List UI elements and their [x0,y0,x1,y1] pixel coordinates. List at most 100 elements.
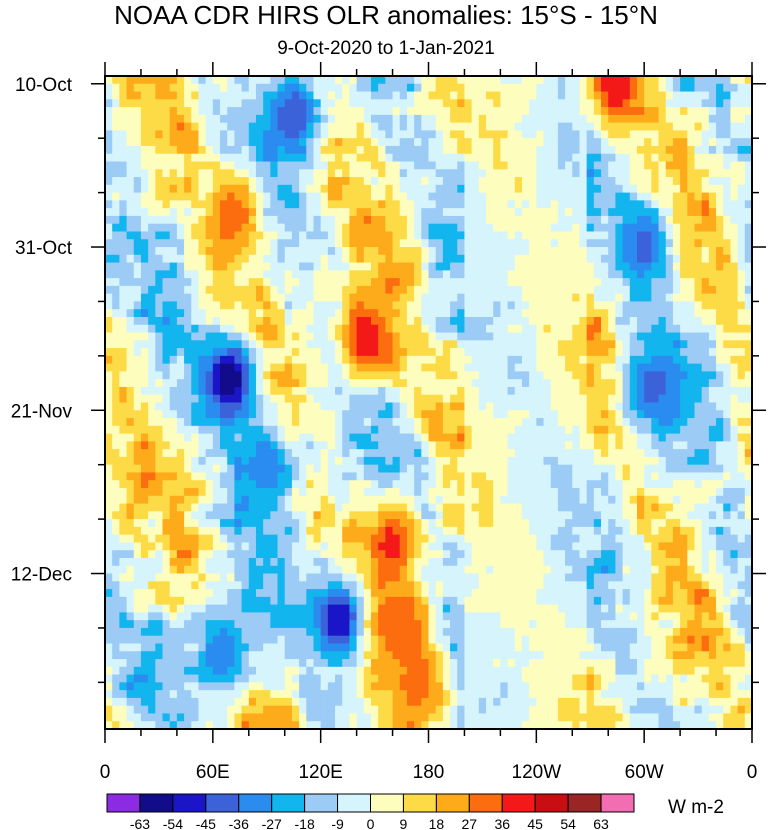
heatmap-cell [615,231,624,240]
heatmap-cell [471,145,480,155]
heatmap-cell [277,324,286,334]
heatmap-cell [320,138,329,147]
heatmap-cell [672,254,681,264]
heatmap-cell [140,480,149,489]
heatmap-cell [148,488,156,497]
heatmap-cell [593,332,602,341]
heatmap-cell [629,192,638,201]
heatmap-cell [205,262,214,271]
heatmap-cell [356,169,365,178]
heatmap-cell [342,239,351,248]
heatmap-cell [327,262,336,271]
heatmap-cell [557,301,566,310]
heatmap-cell [176,394,185,404]
heatmap-cell [608,215,617,225]
heatmap-cell [184,316,192,326]
heatmap-cell [248,340,257,349]
heatmap-cell [184,472,192,481]
heatmap-cell [478,200,487,209]
heatmap-cell [198,464,207,474]
heatmap-cell [320,169,329,178]
heatmap-cell [730,215,739,225]
heatmap-cell [565,480,573,489]
heatmap-cell [212,270,221,279]
heatmap-cell [299,348,307,357]
heatmap-cell [737,145,746,155]
heatmap-cell [514,293,523,303]
heatmap-cell [119,316,128,326]
heatmap-cell [658,495,667,505]
heatmap-cell [327,355,336,365]
heatmap-cell [234,371,243,380]
heatmap-cell [414,402,422,411]
heatmap-cell [126,231,135,240]
heatmap-cell [255,215,264,225]
heatmap-cell [644,145,652,155]
heatmap-cell [255,122,264,132]
heatmap-cell [184,247,192,256]
heatmap-cell [205,410,214,419]
heatmap-cell [349,76,358,85]
heatmap-cell [198,340,207,349]
heatmap-cell [385,262,394,271]
heatmap-cell [672,441,681,450]
heatmap-cell [579,270,588,279]
heatmap-cell [378,394,386,404]
heatmap-cell [399,161,408,170]
heatmap-cell [665,161,674,170]
heatmap-cell [687,215,696,225]
heatmap-cell [586,425,595,435]
heatmap-cell [565,495,573,505]
heatmap-cell [169,270,178,279]
heatmap-cell [651,495,660,505]
heatmap-cell [385,208,394,217]
heatmap-cell [263,332,271,341]
heatmap-cell [191,309,200,318]
heatmap-cell [615,386,624,396]
heatmap-cell [148,285,156,295]
heatmap-cell [493,425,501,435]
heatmap-cell [370,386,379,396]
heatmap-cell [356,488,365,497]
heatmap-cell [730,363,739,372]
heatmap-cell [263,153,271,163]
heatmap-cell [342,83,351,93]
heatmap-cell [335,130,343,139]
heatmap-cell [248,200,257,209]
heatmap-cell [536,83,545,93]
heatmap-cell [680,363,688,372]
heatmap-cell [155,114,164,124]
heatmap-cell [651,348,660,357]
heatmap-cell [601,107,609,116]
heatmap-cell [248,270,257,279]
heatmap-cell [126,379,135,388]
heatmap-cell [644,278,652,287]
heatmap-cell [263,138,271,147]
heatmap-cell [708,285,717,295]
heatmap-cell [543,340,552,349]
heatmap-cell [622,145,631,155]
heatmap-cell [622,293,631,303]
heatmap-cell [349,153,358,163]
heatmap-cell [694,340,703,349]
heatmap-cell [471,99,480,108]
heatmap-cell [105,200,113,209]
heatmap-cell [629,231,638,240]
heatmap-cell [342,464,351,474]
heatmap-cell [615,410,624,419]
heatmap-cell [457,371,466,380]
heatmap-cell [184,83,192,93]
heatmap-cell [723,138,732,147]
heatmap-cell [277,254,286,264]
heatmap-cell [723,278,732,287]
heatmap-cell [184,130,192,139]
heatmap-cell [737,316,746,326]
heatmap-cell [241,76,250,85]
heatmap-cell [176,425,185,435]
heatmap-cell [133,324,142,334]
heatmap-cell [557,83,566,93]
heatmap-cell [572,91,581,100]
heatmap-cell [392,76,401,85]
heatmap-cell [148,177,156,186]
heatmap-cell [263,184,271,194]
